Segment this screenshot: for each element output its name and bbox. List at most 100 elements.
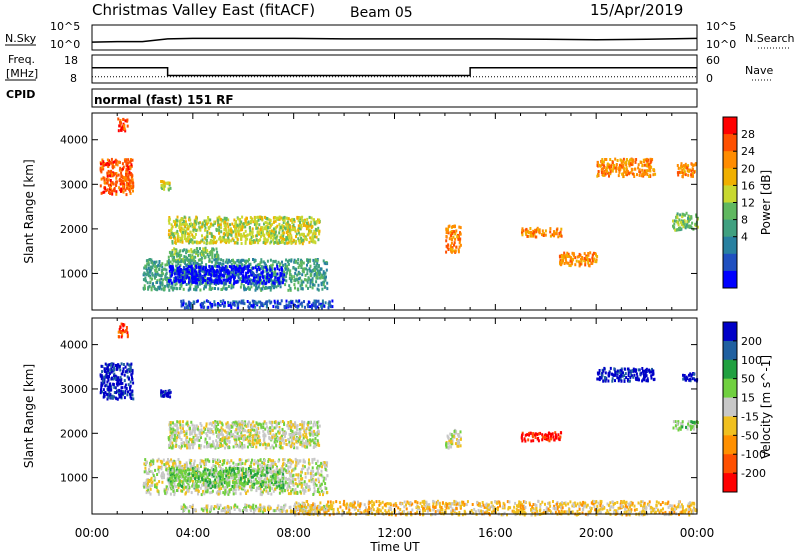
heatmap-cell bbox=[270, 437, 272, 440]
heatmap-cell bbox=[185, 303, 187, 306]
heatmap-cell bbox=[213, 425, 215, 428]
heatmap-cell bbox=[132, 394, 134, 397]
heatmap-cell bbox=[117, 163, 119, 166]
heatmap-cell bbox=[688, 224, 690, 227]
heatmap-cell bbox=[273, 221, 275, 224]
heatmap-cell bbox=[256, 234, 258, 237]
heatmap-cell bbox=[553, 233, 555, 236]
heatmap-cell bbox=[183, 288, 185, 291]
heatmap-cell bbox=[445, 251, 447, 254]
heatmap-cell bbox=[256, 268, 258, 271]
heatmap-cell bbox=[183, 441, 185, 444]
heatmap-cell bbox=[275, 285, 277, 288]
heatmap-cell bbox=[301, 420, 303, 423]
heatmap-cell bbox=[188, 225, 190, 228]
heatmap-cell bbox=[186, 239, 188, 242]
heatmap-cell bbox=[292, 433, 294, 436]
heatmap-cell bbox=[178, 434, 180, 437]
heatmap-cell bbox=[194, 241, 196, 244]
heatmap-cell bbox=[199, 270, 201, 273]
heatmap-cell bbox=[209, 279, 211, 282]
heatmap-cell bbox=[297, 288, 299, 291]
heatmap-cell bbox=[222, 302, 224, 305]
heatmap-cell bbox=[550, 235, 552, 238]
heatmap-cell bbox=[288, 284, 290, 287]
heatmap-cell bbox=[173, 220, 175, 223]
heatmap-cell bbox=[168, 256, 170, 259]
heatmap-cell bbox=[172, 428, 174, 431]
heatmap-cell bbox=[131, 390, 133, 393]
heatmap-cell bbox=[256, 227, 258, 230]
heatmap-cell bbox=[567, 255, 569, 258]
heatmap-cell bbox=[158, 261, 160, 264]
heatmap-cell bbox=[123, 367, 125, 370]
heatmap-cell bbox=[171, 286, 173, 289]
heatmap-cell bbox=[130, 363, 132, 366]
heatmap-cell bbox=[169, 218, 171, 221]
heatmap-cell bbox=[323, 283, 325, 286]
heatmap-cell bbox=[252, 435, 254, 438]
heatmap-cell bbox=[202, 277, 204, 280]
heatmap-cell bbox=[571, 262, 573, 265]
heatmap-cell bbox=[545, 234, 547, 237]
heatmap-cell bbox=[252, 421, 254, 424]
heatmap-cell bbox=[143, 482, 145, 485]
heatmap-cell bbox=[282, 428, 284, 431]
heatmap-cell bbox=[631, 161, 633, 164]
heatmap-cell bbox=[312, 470, 314, 473]
heatmap-cell bbox=[189, 254, 191, 257]
heatmap-cell bbox=[279, 216, 281, 219]
heatmap-cell bbox=[191, 265, 193, 268]
heatmap-cell bbox=[307, 225, 309, 228]
heatmap-cell bbox=[563, 252, 565, 255]
heatmap-cell bbox=[318, 265, 320, 268]
heatmap-cell bbox=[115, 193, 117, 196]
heatmap-cell bbox=[204, 229, 206, 232]
heatmap-cell bbox=[132, 397, 134, 400]
heatmap-cell bbox=[221, 268, 223, 271]
heatmap-cell bbox=[248, 421, 250, 424]
heatmap-cell bbox=[170, 421, 172, 424]
cpid-label: CPID bbox=[6, 88, 35, 101]
heatmap-cell bbox=[555, 232, 557, 235]
heatmap-cell bbox=[122, 162, 124, 165]
heatmap-cell bbox=[539, 231, 541, 234]
heatmap-cell bbox=[307, 303, 309, 306]
heatmap-cell bbox=[186, 306, 188, 309]
heatmap-cell bbox=[243, 429, 245, 432]
heatmap-cell bbox=[308, 458, 310, 461]
heatmap-cell bbox=[250, 274, 252, 277]
nsky-series-line bbox=[92, 38, 697, 42]
heatmap-cell bbox=[129, 393, 131, 396]
heatmap-cell bbox=[166, 284, 168, 287]
heatmap-cell bbox=[287, 269, 289, 272]
heatmap-cell bbox=[453, 230, 455, 233]
heatmap-cell bbox=[174, 280, 176, 283]
colorbar-swatch bbox=[723, 271, 737, 289]
heatmap-cell bbox=[110, 389, 112, 392]
heatmap-cell bbox=[227, 431, 229, 434]
heatmap-cell bbox=[299, 423, 301, 426]
heatmap-cell bbox=[148, 264, 150, 267]
heatmap-cell bbox=[255, 282, 257, 285]
colorbar-swatch bbox=[723, 185, 737, 203]
heatmap-cell bbox=[285, 259, 287, 262]
heatmap-cell bbox=[328, 300, 330, 303]
heatmap-cell bbox=[650, 160, 652, 163]
heatmap-cell bbox=[214, 279, 216, 282]
heatmap-cell bbox=[298, 299, 300, 302]
heatmap-cell bbox=[216, 421, 218, 424]
heatmap-cell bbox=[242, 274, 244, 277]
heatmap-cell bbox=[199, 277, 201, 280]
heatmap-cell bbox=[274, 278, 276, 281]
heatmap-cell bbox=[113, 369, 115, 372]
heatmap-cell bbox=[222, 259, 224, 262]
heatmap-cell bbox=[219, 421, 221, 424]
heatmap-cell bbox=[448, 225, 450, 228]
heatmap-cell bbox=[304, 306, 306, 309]
heatmap-cell bbox=[125, 370, 127, 373]
heatmap-cell bbox=[260, 426, 262, 429]
colorbar-swatch bbox=[723, 151, 737, 169]
colorbar-swatch bbox=[723, 168, 737, 186]
heatmap-cell bbox=[238, 426, 240, 429]
